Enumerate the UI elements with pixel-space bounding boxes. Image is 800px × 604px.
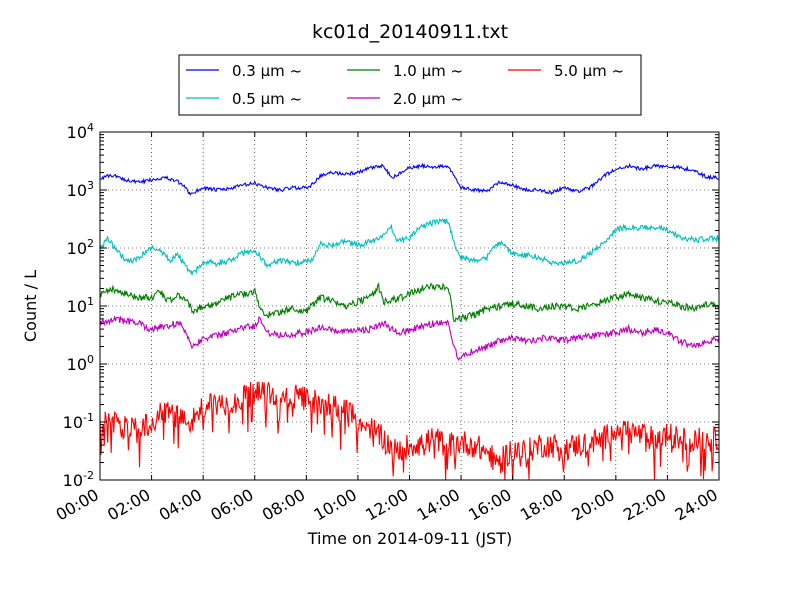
y-tick-label: 104 (67, 121, 94, 142)
y-tick-labels: 10-2 10-1 100 101 102 103 104 (63, 121, 94, 490)
x-tick-label: 02:00 (104, 485, 153, 525)
y-axis-label: Count / L (21, 270, 40, 342)
y-tick-label: 103 (67, 179, 94, 200)
x-tick-label: 20:00 (568, 485, 617, 525)
x-tick-label: 04:00 (156, 485, 205, 525)
axis-ticks (99, 131, 720, 481)
series-line (99, 315, 720, 361)
series-lines (99, 162, 720, 481)
x-tick-label: 18:00 (517, 485, 566, 525)
x-tick-label: 08:00 (259, 485, 308, 525)
x-tick-label: 22:00 (620, 485, 669, 525)
legend: 0.3 μm ~ 0.5 μm ~ 1.0 μm ~ 2.0 μm ~ 5.0 μm ~ (178, 54, 642, 116)
legend-label: 2.0 μm ~ (393, 90, 463, 108)
legend-label: 1.0 μm ~ (393, 62, 463, 80)
y-tick-label: 10-1 (63, 411, 94, 432)
x-tick-label: 16:00 (465, 485, 514, 525)
x-tick-labels: 00:00 02:00 04:00 06:00 08:00 10:00 12:00 14:00… (53, 485, 721, 525)
chart-title: kc01d_20140911.txt (312, 21, 508, 43)
x-tick-label: 12:00 (362, 485, 411, 525)
x-tick-label: 24:00 (672, 485, 721, 525)
series-line (99, 381, 720, 481)
legend-label: 5.0 μm ~ (554, 62, 624, 80)
legend-frame (178, 54, 642, 116)
series-line (99, 162, 720, 196)
x-tick-label: 00:00 (53, 485, 102, 525)
plot-area (99, 131, 720, 481)
x-tick-label: 14:00 (414, 485, 463, 525)
y-tick-label: 102 (67, 237, 94, 258)
legend-label: 0.3 μm ~ (232, 62, 302, 80)
series-line (99, 282, 720, 323)
y-tick-label: 101 (67, 295, 94, 316)
x-tick-label: 06:00 (207, 485, 256, 525)
x-tick-label: 10:00 (310, 485, 359, 525)
x-axis-label: Time on 2014-09-11 (JST) (307, 529, 512, 548)
legend-label: 0.5 μm ~ (232, 90, 302, 108)
series-line (99, 218, 720, 276)
y-tick-label: 100 (67, 353, 94, 374)
y-tick-label: 10-2 (63, 469, 94, 490)
